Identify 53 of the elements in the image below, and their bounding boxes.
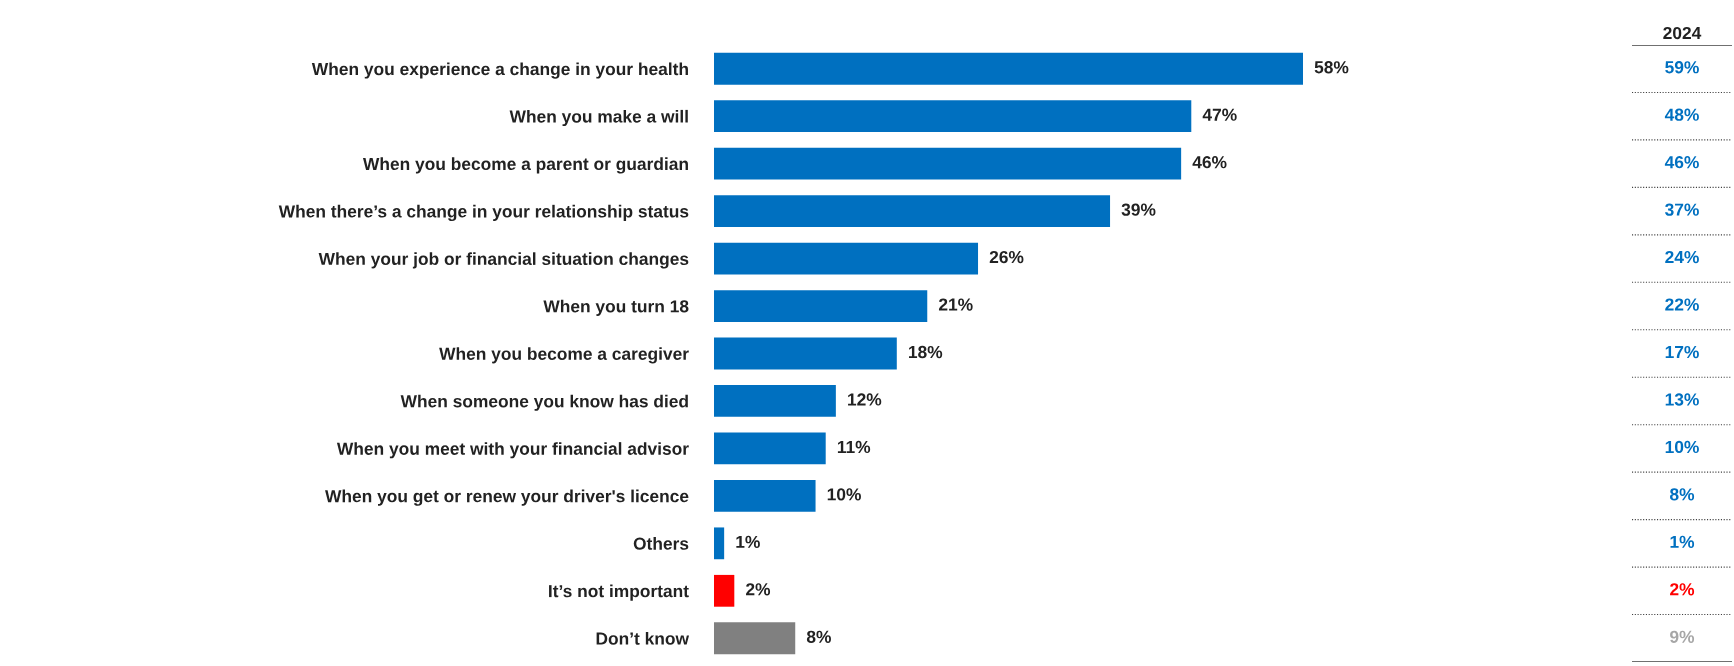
data-label: 10% — [827, 488, 861, 501]
y-tick-label: When you get or renew your driver's licence — [325, 489, 689, 506]
text: 17% — [1665, 345, 1699, 359]
text: 48% — [1664, 108, 1699, 121]
data-label: 26% — [989, 250, 1024, 264]
bar — [714, 337, 897, 370]
text: 10% — [1665, 440, 1699, 454]
data-label: 58% — [1314, 61, 1349, 74]
y-tick-label: It’s not important — [549, 584, 689, 601]
text: 2024 — [1663, 26, 1702, 40]
bar — [714, 385, 836, 417]
bar — [714, 52, 1303, 85]
y-tick-label: When you experience a change in your health — [311, 62, 688, 79]
bar — [714, 622, 796, 655]
text: 46% — [1664, 156, 1699, 169]
text: 9% — [1670, 630, 1695, 643]
text: 1% — [1670, 535, 1695, 548]
y-tick-label: When someone you know has died — [400, 394, 688, 411]
y-tick-label: When your job or financial situation changes — [318, 252, 689, 269]
data-label: 1% — [736, 535, 760, 548]
text: 2% — [1670, 583, 1695, 596]
data-label: 12% — [848, 393, 882, 406]
bar — [714, 479, 816, 512]
bar — [714, 195, 1111, 228]
y-tick-label: When you meet with your financial advisor — [336, 442, 689, 459]
data-label: 11% — [837, 440, 871, 454]
y-tick-label: Others — [633, 537, 689, 550]
text: 22% — [1665, 298, 1699, 311]
bar — [714, 147, 1182, 180]
bar — [714, 242, 979, 275]
bar — [714, 432, 826, 465]
y-tick-label: When you make a will — [509, 109, 688, 127]
bar — [714, 574, 735, 607]
y-tick-label: When there’s a change in your relationship status — [278, 204, 689, 222]
bar — [714, 527, 725, 560]
text: 13% — [1665, 393, 1699, 406]
y-tick-label: When you turn 18 — [543, 299, 689, 316]
y-tick-label: Don’t know — [596, 631, 690, 645]
data-label: 8% — [806, 630, 831, 643]
data-label: 21% — [938, 298, 973, 311]
bar — [714, 290, 928, 322]
y-tick-label: When you become a caregiver — [439, 347, 689, 364]
text: 24% — [1665, 250, 1699, 264]
bar — [714, 100, 1192, 133]
text: 37% — [1665, 203, 1699, 216]
data-label: 18% — [909, 345, 943, 359]
y-tick-label: When you become a parent or guardian — [362, 157, 688, 174]
text: 59% — [1665, 61, 1699, 74]
data-label: 47% — [1202, 108, 1237, 121]
text: 8% — [1670, 488, 1695, 501]
data-label: 2% — [746, 583, 771, 596]
data-label: 39% — [1121, 203, 1156, 216]
data-label: 46% — [1192, 156, 1227, 169]
